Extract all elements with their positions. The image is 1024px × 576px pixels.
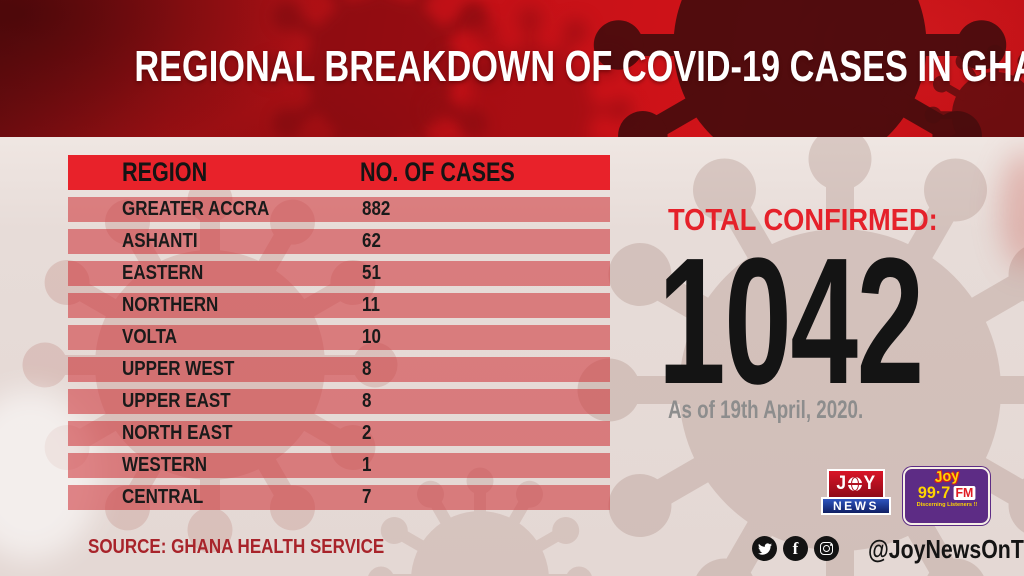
region-cell: EASTERN bbox=[122, 262, 204, 284]
table-row: WESTERN 1 bbox=[68, 453, 610, 478]
table-row: VOLTA 10 bbox=[68, 325, 610, 350]
region-cell: NORTH EAST bbox=[122, 422, 233, 444]
cases-cell: 8 bbox=[362, 358, 372, 380]
cases-cell: 10 bbox=[362, 326, 381, 348]
cases-cell: 882 bbox=[362, 198, 391, 220]
table-row: UPPER EAST 8 bbox=[68, 389, 610, 414]
region-cell: WESTERN bbox=[122, 454, 207, 476]
joy-news-y: Y bbox=[863, 473, 876, 494]
source-label: SOURCE: GHANA HEALTH SERVICE bbox=[88, 536, 385, 558]
joy-fm-tagline: Discerning Listeners !! bbox=[916, 501, 977, 508]
region-cell: CENTRAL bbox=[122, 486, 204, 508]
joy-news-j: J bbox=[836, 473, 847, 494]
page-title-text: REGIONAL BREAKDOWN OF COVID-19 CASES IN … bbox=[134, 42, 1024, 91]
region-cell: ASHANTI bbox=[122, 230, 198, 252]
table-row: CENTRAL 7 bbox=[68, 485, 610, 510]
social-handle: @JoyNewsOnTV bbox=[868, 534, 1024, 564]
joy-news-logo-bottom: NEWS bbox=[821, 497, 891, 515]
column-header-region: REGION bbox=[122, 157, 208, 187]
page-title: REGIONAL BREAKDOWN OF COVID-19 CASES IN … bbox=[0, 42, 1024, 92]
region-cell: UPPER EAST bbox=[122, 390, 231, 412]
twitter-icon bbox=[752, 536, 777, 561]
joy-fm-frequency-row: 99·7 FM bbox=[917, 484, 976, 501]
joy-news-logo-top: J Y bbox=[827, 469, 885, 497]
cases-cell: 11 bbox=[362, 294, 380, 316]
table-row: UPPER WEST 8 bbox=[68, 357, 610, 382]
globe-icon bbox=[847, 477, 862, 491]
total-confirmed-value: 1042 bbox=[658, 221, 924, 422]
table-row: GREATER ACCRA 882 bbox=[68, 197, 610, 222]
cases-cell: 51 bbox=[362, 262, 381, 284]
table-row: NORTH EAST 2 bbox=[68, 421, 610, 446]
region-cell: NORTHERN bbox=[122, 294, 219, 316]
joy-fm-frequency: 99·7 bbox=[917, 483, 951, 502]
cases-cell: 7 bbox=[362, 486, 372, 508]
region-cell: VOLTA bbox=[122, 326, 178, 348]
facebook-f-glyph: f bbox=[792, 538, 799, 558]
instagram-icon bbox=[814, 536, 839, 561]
social-icons: f bbox=[752, 536, 839, 561]
facebook-icon: f bbox=[783, 536, 808, 561]
cases-cell: 2 bbox=[362, 422, 372, 444]
region-cell: GREATER ACCRA bbox=[122, 198, 270, 220]
table-row: NORTHERN 11 bbox=[68, 293, 610, 318]
region-cell: UPPER WEST bbox=[122, 358, 235, 380]
header-band bbox=[0, 0, 1024, 137]
table-row: EASTERN 51 bbox=[68, 261, 610, 286]
joy-fm-fm-label: FM bbox=[953, 484, 976, 500]
cases-cell: 8 bbox=[362, 390, 372, 412]
background-blob bbox=[1000, 150, 1024, 270]
cases-cell: 1 bbox=[362, 454, 372, 476]
as-of-date: As of 19th April, 2020. bbox=[668, 396, 864, 424]
cases-cell: 62 bbox=[362, 230, 381, 252]
joy-news-logo: J Y NEWS bbox=[821, 469, 891, 515]
twitter-bird-glyph bbox=[757, 542, 772, 555]
column-header-cases: NO. OF CASES bbox=[360, 157, 515, 187]
joy-fm-logo: Joy 99·7 FM Discerning Listeners !! bbox=[903, 467, 990, 525]
cases-table: REGION NO. OF CASES GREATER ACCRA 882 AS… bbox=[68, 155, 610, 510]
table-row: ASHANTI 62 bbox=[68, 229, 610, 254]
instagram-camera-glyph bbox=[820, 542, 833, 555]
table-header-row: REGION NO. OF CASES bbox=[68, 155, 610, 190]
